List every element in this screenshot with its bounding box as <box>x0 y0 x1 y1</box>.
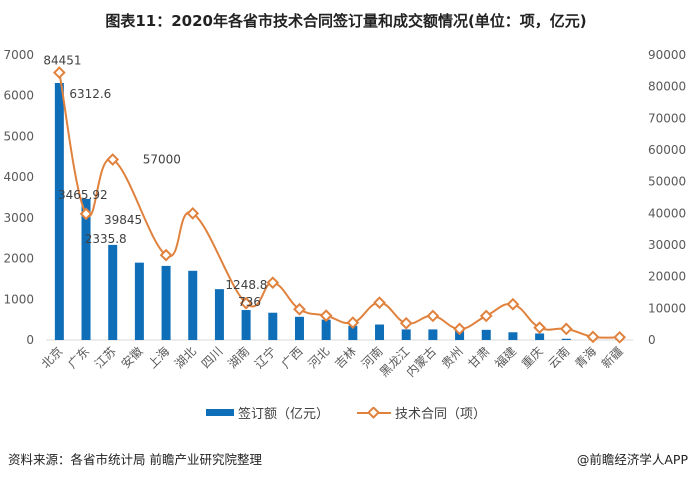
line-marker <box>586 330 600 344</box>
line-marker <box>373 296 386 309</box>
line-series <box>58 72 620 339</box>
x-tick-label: 辽宁 <box>251 344 279 372</box>
bar <box>561 338 571 340</box>
bar <box>535 333 545 340</box>
right-tick-label: 10000 <box>648 301 686 315</box>
line-marker <box>613 330 627 344</box>
x-tick-label: 广西 <box>279 344 306 371</box>
bar <box>428 329 438 340</box>
bar <box>108 244 118 340</box>
legend-label: 技术合同（项） <box>395 407 487 422</box>
right-tick-label: 0 <box>648 333 656 347</box>
bar <box>81 198 91 340</box>
x-tick-label: 重庆 <box>519 344 546 371</box>
source-note: 资料来源：各省市统计局 前瞻产业研究院整理 <box>8 452 262 467</box>
line-marker <box>239 296 253 310</box>
line-data-label: 57000 <box>143 153 181 167</box>
line-marker <box>506 297 520 311</box>
line-marker <box>266 276 280 290</box>
bar <box>508 332 518 340</box>
line-marker <box>319 309 333 322</box>
right-tick-label: 30000 <box>648 238 686 252</box>
bar <box>214 289 224 340</box>
bar <box>188 270 198 340</box>
line-marker <box>293 302 306 316</box>
legend-label: 签订额（亿元） <box>237 407 329 422</box>
bar <box>348 325 358 340</box>
x-tick-label: 安徽 <box>118 344 146 372</box>
legend-bar-swatch <box>205 409 234 416</box>
left-tick-label: 6000 <box>3 89 34 103</box>
x-tick-label: 湖南 <box>225 344 253 372</box>
legend-item-bar: 签订额（亿元） <box>205 403 329 422</box>
x-tick-label: 贵州 <box>439 344 466 371</box>
x-tick-label: 广东 <box>65 344 92 371</box>
right-tick-label: 80000 <box>648 80 686 94</box>
bar-data-label: 6312.6 <box>69 87 111 101</box>
bar <box>294 316 304 340</box>
right-tick-label: 50000 <box>648 175 686 189</box>
line-marker <box>559 322 573 336</box>
x-tick-label: 北京 <box>39 344 66 371</box>
right-tick-label: 70000 <box>648 111 686 125</box>
left-tick-label: 2000 <box>3 252 34 266</box>
bar-data-label: 736 <box>238 295 261 309</box>
x-tick-label: 甘肃 <box>465 344 492 371</box>
x-tick-label: 云南 <box>545 344 573 372</box>
bar <box>134 262 144 340</box>
x-tick-label: 内蒙古 <box>403 344 439 380</box>
x-tick-label: 吉林 <box>332 344 359 371</box>
x-tick-label: 河北 <box>305 344 332 371</box>
line-marker <box>453 322 466 336</box>
bar-data-label: 2335.8 <box>85 232 127 246</box>
line-marker <box>346 316 360 329</box>
legend-line-swatch <box>357 406 391 419</box>
left-tick-label: 1000 <box>3 292 34 306</box>
line-marker <box>399 316 413 330</box>
bar <box>375 324 385 340</box>
x-tick-label: 湖北 <box>171 344 199 372</box>
bar <box>481 329 491 340</box>
x-tick-label: 四川 <box>199 344 226 371</box>
bar <box>241 310 251 340</box>
legend: 签订额（亿元） 技术合同（项） <box>0 403 692 422</box>
legend-item-line: 技术合同（项） <box>357 403 486 422</box>
line-marker <box>159 248 173 262</box>
left-tick-label: 5000 <box>3 129 34 143</box>
bar <box>268 312 278 340</box>
line-marker <box>186 206 200 220</box>
credit: @前瞻经济学人APP <box>576 452 688 467</box>
line-marker <box>533 321 546 335</box>
bar <box>321 319 331 340</box>
x-tick-label: 江苏 <box>92 344 119 371</box>
x-tick-label: 福建 <box>491 344 519 372</box>
left-tick-label: 0 <box>26 333 34 347</box>
chart-title: 图表11：2020年各省市技术合同签订量和成交额情况(单位：项，亿元) <box>105 12 587 30</box>
line-data-label: 84451 <box>43 54 81 68</box>
left-tick-label: 3000 <box>3 211 34 225</box>
chart-plot: 0100020003000400050006000700001000020000… <box>3 48 686 380</box>
left-tick-label: 7000 <box>3 48 34 62</box>
line-marker <box>52 66 66 79</box>
right-tick-label: 40000 <box>648 206 686 220</box>
x-tick-label: 新疆 <box>598 344 626 372</box>
line-marker <box>426 309 440 323</box>
bar <box>161 265 171 340</box>
line-marker <box>106 153 120 166</box>
right-tick-label: 90000 <box>648 48 686 62</box>
line-marker <box>79 207 93 221</box>
bar <box>401 329 411 340</box>
x-tick-label: 上海 <box>145 344 173 372</box>
right-tick-label: 60000 <box>648 143 686 157</box>
x-tick-label: 青海 <box>572 344 600 372</box>
bar <box>54 82 64 340</box>
bar-data-label: 3465.92 <box>58 188 108 202</box>
right-tick-label: 20000 <box>648 270 686 284</box>
line-marker <box>479 309 493 323</box>
bar-data-label: 1248.8 <box>225 278 267 292</box>
left-tick-label: 4000 <box>3 170 34 184</box>
line-data-label: 39845 <box>104 213 142 227</box>
